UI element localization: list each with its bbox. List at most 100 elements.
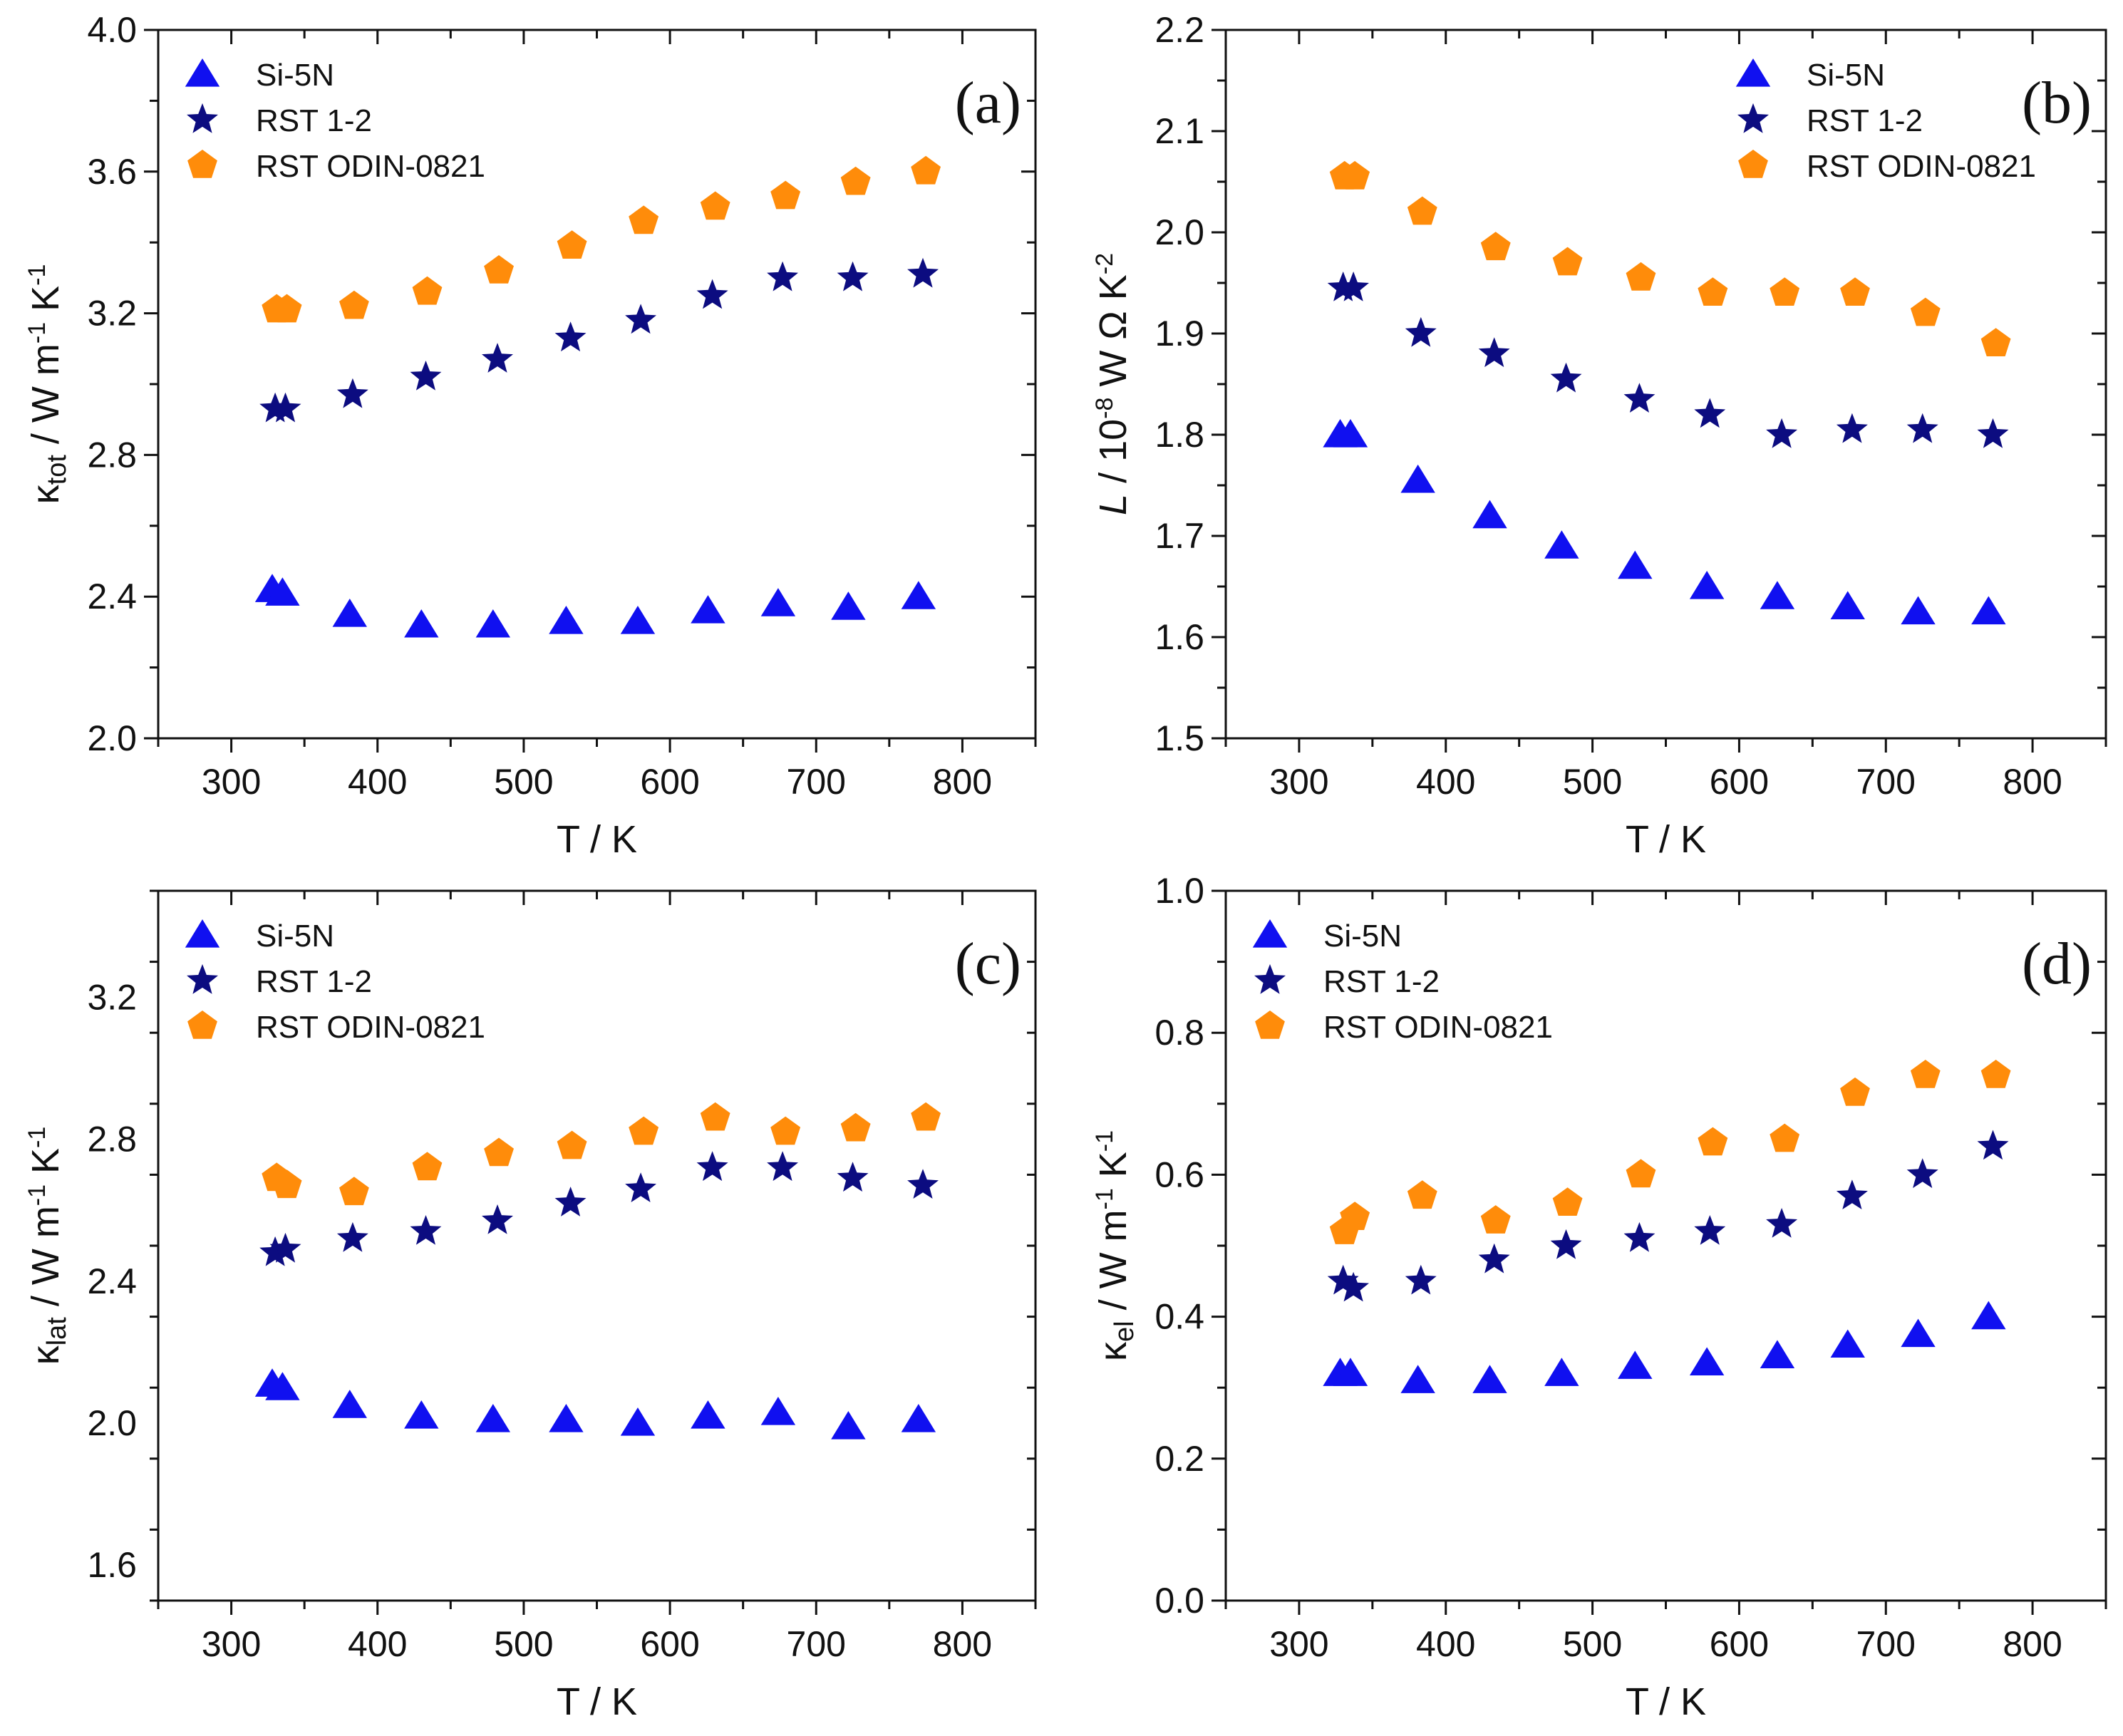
data-point [1338, 1271, 1369, 1302]
data-point [1626, 262, 1656, 291]
data-point [272, 1169, 302, 1199]
data-point [272, 294, 302, 323]
legend-label: RST 1-2 [256, 964, 372, 999]
y-axis-label-part: / W m [24, 1206, 67, 1317]
data-point [1977, 418, 2009, 448]
x-tick-label: 500 [494, 762, 553, 802]
data-point [1689, 571, 1725, 599]
legend-marker-triangle [185, 58, 220, 87]
data-point [1472, 1365, 1507, 1393]
data-point [1552, 247, 1583, 276]
x-tick-label: 300 [1269, 1624, 1328, 1664]
data-point [907, 1169, 939, 1199]
y-axis-label-part: W Ω K [1092, 274, 1135, 397]
series-rst-odin-0821 [262, 155, 941, 323]
y-axis-label-part: L [1092, 494, 1135, 515]
x-tick-label: 800 [933, 1624, 992, 1664]
y-tick-label: 0.8 [1155, 1013, 1204, 1053]
plot-frame [1224, 29, 2107, 740]
x-tick-label: 600 [1710, 762, 1769, 802]
data-point [404, 1400, 439, 1429]
y-tick-label: 2.4 [87, 577, 137, 616]
legend: Si-5N RST 1-2 RST ODIN-0821 [185, 58, 485, 184]
data-point [339, 1177, 369, 1206]
y-axis-label-part: -1 [24, 1127, 51, 1148]
data-point [1623, 1221, 1655, 1252]
x-tick-label: 800 [2003, 762, 2062, 802]
x-tick-label: 700 [787, 762, 846, 802]
data-point [1830, 591, 1865, 619]
x-tick-label: 800 [933, 762, 992, 802]
y-tick-label: 0.0 [1155, 1581, 1204, 1621]
data-point [1760, 1340, 1795, 1368]
x-axis-label: T / K [1626, 1680, 1706, 1723]
series-si-5n [254, 1368, 936, 1440]
data-point [410, 1215, 442, 1245]
legend-label: RST 1-2 [1807, 103, 1923, 138]
data-point [1550, 362, 1582, 393]
data-point [1971, 596, 2006, 625]
data-point [1333, 419, 1368, 448]
data-point [336, 378, 368, 408]
data-point [1689, 1347, 1725, 1375]
data-point [629, 205, 659, 234]
data-point [265, 577, 300, 606]
data-point [760, 588, 796, 616]
data-point [1836, 1179, 1868, 1209]
data-point [336, 1221, 368, 1252]
chart-panel-a: 300 400 500 600 700 800 2.0 2.4 2.8 3.2 3.6 4.0 T / … [24, 10, 1037, 861]
data-point [1980, 328, 2011, 356]
data-point [1694, 1215, 1726, 1245]
legend-marker-pentagon [187, 1011, 217, 1039]
data-point [1480, 232, 1511, 261]
data-point [1552, 1187, 1583, 1216]
data-point [1971, 1301, 2006, 1330]
y-tick-label: 1.6 [1155, 617, 1204, 657]
data-point [339, 290, 369, 319]
data-point [1977, 1130, 2009, 1160]
legend-marker-pentagon [187, 150, 217, 178]
data-point [1770, 277, 1800, 306]
data-point [265, 1372, 300, 1400]
data-point [259, 1236, 291, 1266]
series-rst-1-2 [1327, 272, 2009, 448]
data-point [620, 1407, 656, 1436]
y-tick-label: 0.4 [1155, 1297, 1204, 1337]
series-rst-odin-0821 [262, 1102, 941, 1206]
y-tick-label: 4.0 [87, 10, 137, 50]
y-tick-label: 1.6 [87, 1545, 137, 1585]
data-point [549, 605, 584, 634]
legend-marker-pentagon [1255, 1011, 1285, 1039]
chart-panel-d: 300 400 500 600 700 800 0.0 0.2 0.4 0.6 0.8 1.0 T / … [1091, 871, 2107, 1723]
y-axis-label-part: -2 [1091, 253, 1118, 274]
data-point [1766, 418, 1798, 448]
x-tick-label: 400 [348, 762, 407, 802]
data-point [1340, 160, 1370, 190]
data-point [1400, 1365, 1435, 1393]
y-tick-label: 3.6 [87, 152, 137, 192]
data-point [404, 609, 439, 638]
data-point [1698, 277, 1728, 306]
y-tick-label: 0.2 [1155, 1439, 1204, 1479]
legend-label: RST ODIN-0821 [256, 1010, 485, 1045]
data-point [1694, 398, 1726, 428]
panel-label: (a) [955, 70, 1021, 136]
data-point [554, 321, 587, 352]
data-point [412, 276, 443, 305]
panel-label: (b) [2022, 70, 2092, 136]
y-axis-label: κel / W m-1 K-1 [1091, 1130, 1140, 1361]
data-point [1544, 1358, 1579, 1386]
data-point [1472, 500, 1507, 529]
data-point [691, 595, 725, 624]
y-tick-label: 2.0 [1155, 212, 1204, 252]
legend: Si-5N RST 1-2 RST ODIN-0821 [1252, 919, 1553, 1045]
data-point [1550, 1229, 1582, 1259]
x-tick-label: 800 [2003, 1624, 2062, 1664]
data-point [696, 1151, 728, 1182]
legend-label: Si-5N [256, 58, 334, 93]
data-point [1766, 1208, 1798, 1238]
legend-label: RST ODIN-0821 [1807, 149, 2036, 184]
x-axis-label: T / K [557, 818, 637, 861]
legend-label: RST 1-2 [1323, 964, 1440, 999]
data-point [907, 257, 939, 288]
